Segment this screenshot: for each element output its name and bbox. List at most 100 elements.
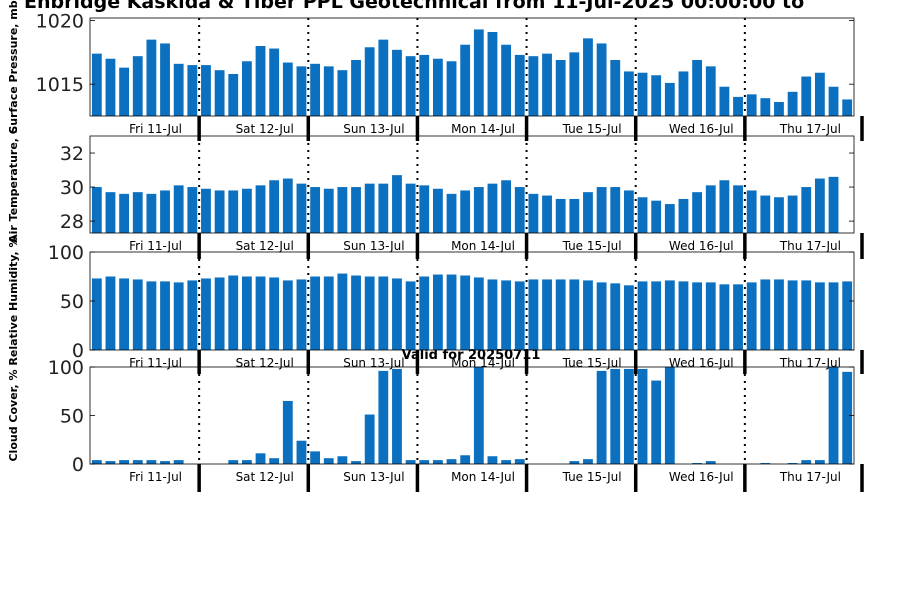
- y-tick-label: 0: [72, 454, 84, 476]
- bar: [378, 370, 389, 464]
- bar: [760, 98, 771, 116]
- bar: [487, 279, 498, 350]
- bar: [555, 60, 566, 116]
- bar: [241, 460, 252, 464]
- bar: [787, 463, 798, 464]
- bar: [173, 460, 184, 464]
- bar: [596, 370, 607, 464]
- bar: [310, 451, 321, 464]
- bar: [610, 283, 621, 350]
- panel-2: 28 30 32 Air Temperature, C Fri 11-Jul Sat 12…: [7, 126, 864, 259]
- bar: [801, 280, 812, 350]
- bar: [760, 463, 771, 464]
- bar: [637, 72, 648, 116]
- bar: [310, 187, 321, 233]
- bar: [760, 195, 771, 233]
- bar: [487, 183, 498, 233]
- x-day-label: Tue 15-Jul: [562, 239, 622, 253]
- bar: [501, 180, 512, 233]
- bar: [405, 460, 416, 464]
- panel-1: 1015 1020 Surface Pressure, mb Fri 11-Jul Sa…: [7, 0, 864, 141]
- bar: [514, 187, 525, 233]
- bar: [664, 82, 675, 116]
- bar: [719, 284, 730, 350]
- bar: [842, 371, 853, 464]
- bar: [651, 281, 662, 350]
- bar: [583, 459, 593, 464]
- bar: [255, 46, 266, 116]
- bar: [473, 367, 484, 464]
- bar: [187, 65, 198, 116]
- bar: [282, 400, 293, 464]
- x-day-label: Tue 15-Jul: [562, 470, 622, 484]
- y-tick-label: 30: [60, 177, 84, 199]
- bar: [132, 56, 143, 116]
- bar: [460, 275, 471, 350]
- x-day-label: Thu 17-Jul: [779, 239, 841, 253]
- bar: [432, 274, 443, 350]
- bar: [555, 279, 566, 350]
- x-day-label: Sat 12-Jul: [236, 239, 294, 253]
- bar: [323, 66, 334, 116]
- bar: [583, 192, 593, 233]
- bar: [432, 58, 443, 116]
- bar: [91, 187, 102, 233]
- bar: [214, 277, 225, 350]
- bar: [746, 282, 757, 350]
- bar: [269, 180, 280, 233]
- bar: [801, 76, 812, 116]
- plot-frame: [89, 366, 855, 465]
- bar: [651, 200, 662, 233]
- bar: [173, 282, 184, 350]
- bar: [282, 280, 293, 350]
- bar: [241, 61, 252, 116]
- bar: [651, 380, 662, 464]
- bar: [132, 460, 143, 464]
- bar: [501, 460, 512, 464]
- bar: [419, 54, 430, 116]
- bar: [528, 56, 539, 116]
- x-day-label: Sat 12-Jul: [236, 122, 294, 136]
- bar: [160, 281, 170, 350]
- panel-3: 0 50 100 Relative Humidity, % Fri 11-Jul Sat …: [7, 236, 864, 374]
- bar: [787, 195, 798, 233]
- bar: [487, 456, 498, 464]
- bar: [746, 190, 757, 233]
- bar: [419, 276, 430, 350]
- bar: [842, 99, 853, 116]
- bar: [214, 70, 225, 116]
- bar: [351, 60, 361, 116]
- x-day-label: Thu 17-Jul: [779, 470, 841, 484]
- bar: [228, 275, 239, 350]
- bar: [269, 277, 280, 350]
- bar: [201, 65, 211, 116]
- bar: [678, 71, 689, 116]
- bar: [446, 459, 457, 464]
- x-day-label: Mon 14-Jul: [451, 470, 515, 484]
- bar: [569, 198, 580, 233]
- bar: [678, 198, 689, 233]
- bar: [255, 276, 266, 350]
- bar: [392, 49, 402, 116]
- bar: [460, 44, 471, 117]
- plot-frame: [89, 135, 855, 234]
- bar: [542, 195, 552, 233]
- bar: [378, 183, 389, 233]
- y-axis-label: Relative Humidity, %: [7, 236, 20, 365]
- bar: [623, 368, 634, 464]
- x-day-label: Sun 13-Jul: [343, 356, 404, 370]
- x-day-label: Sat 12-Jul: [236, 470, 294, 484]
- bar: [337, 456, 348, 464]
- bar: [119, 67, 130, 116]
- bar: [664, 204, 675, 233]
- x-day-label: Fri 11-Jul: [129, 356, 182, 370]
- bar: [282, 178, 293, 233]
- bar: [733, 96, 743, 116]
- bar: [473, 29, 484, 117]
- bar: [364, 47, 375, 116]
- x-day-label: Sat 12-Jul: [236, 356, 294, 370]
- bar: [446, 193, 457, 233]
- x-day-label: Mon 14-Jul: [451, 122, 515, 136]
- bar: [692, 192, 703, 233]
- bar: [214, 190, 225, 233]
